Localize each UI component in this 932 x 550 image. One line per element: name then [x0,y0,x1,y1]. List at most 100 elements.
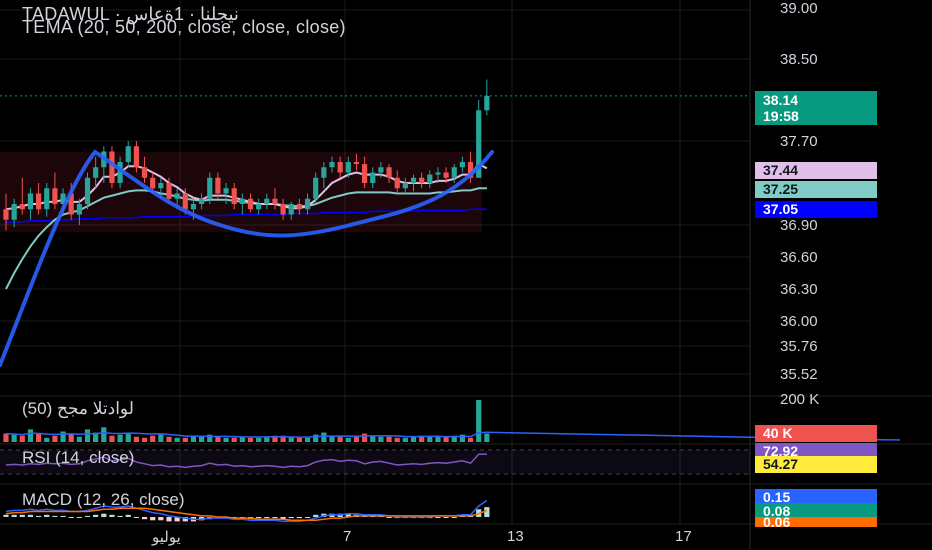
price-tick: 37.70 [780,133,818,150]
volume-bar [52,435,58,442]
volume-bar [484,433,490,442]
rsi-pane-label[interactable]: RSI (14, close) [22,448,135,467]
macd-histogram-bar [68,517,74,518]
volume-bar [239,436,245,442]
candle-body [84,177,91,204]
candle-body [337,162,343,173]
candle-body [223,188,229,194]
volume-bar [451,435,457,442]
volume-bar [394,437,400,442]
volume-bar [133,436,139,442]
bar-countdown: 19:58 [763,108,799,124]
macd-histogram-bar [443,517,449,518]
candle-body [207,177,213,199]
candle-body [345,162,351,173]
volume-bar [36,433,42,442]
candle-body [467,162,474,178]
macd-histogram-bar [27,514,34,517]
volume-badge: 40 K [755,425,877,442]
candle-body [329,162,335,168]
macd-histogram-bar [256,517,262,519]
volume-bar [68,433,74,442]
macd-histogram-bar [101,513,107,517]
volume-bar [190,435,197,442]
macd-pane-label[interactable]: MACD (12, 26, close) [22,490,185,509]
histogram-badge: 0.08 [755,503,877,520]
candle-body [370,172,376,183]
macd-histogram-bar [272,517,278,519]
rsi-ma-badge: 54.27 [755,456,877,473]
signal-badge: 0.06 [755,517,877,527]
tema20-badge: 37.44 [755,162,877,179]
time-label-17: 17 [675,528,692,545]
volume-bar [435,435,441,442]
volume-bar [467,437,474,442]
candle-body [36,193,42,210]
candle-body [304,198,311,210]
volume-pane-label[interactable]: لوادتلا مجح (50) [22,399,134,418]
macd-histogram-bar [93,514,99,517]
volume-bar [84,429,91,442]
volume-bar [264,436,270,442]
volume-bar [215,436,221,442]
volume-bar [427,436,433,442]
price-tick: 38.50 [780,51,818,68]
macd-histogram-bar [44,514,50,517]
macd-histogram-bar [288,517,294,519]
volume-bar [459,434,465,442]
volume-axis-tick: 200 K [780,391,820,408]
macd-histogram-bar [451,517,457,518]
candle-body [419,177,425,183]
candle-body [125,146,131,162]
macd-histogram-bar [52,515,58,517]
volume-bar [109,435,115,442]
tema50-badge: 37.25 [755,181,877,198]
tema50-line [5,187,487,290]
volume-bar [27,429,34,442]
candle-body [264,198,270,204]
macd-histogram-bar [109,514,115,517]
candle-body [150,177,156,189]
macd-badge: 0.15 [755,489,877,506]
price-tick: 36.60 [780,249,818,266]
volume-bar [313,434,319,442]
volume-ma-line [5,431,901,441]
time-label-13: 13 [507,528,524,545]
macd-histogram-bar [280,517,286,520]
price-tick: 39.00 [780,0,818,17]
macd-histogram-bar [76,517,82,518]
candle-body [109,151,115,183]
macd-histogram-bar [264,517,270,519]
macd-histogram-bar [158,517,164,521]
tema-indicator-label[interactable]: TEMA (20, 50, 200, close, close, close) [22,17,346,37]
volume-bar [280,435,286,442]
candle-body [435,172,441,175]
volume-bar [11,434,17,442]
candle-body [141,167,148,178]
candle-body [11,204,17,220]
candle-body [378,167,384,173]
volume-bar [117,434,123,442]
macd-histogram-bar [60,515,66,517]
time-label-7: 7 [343,528,352,545]
macd-histogram-bar [19,514,25,517]
symbol-title[interactable]: TADAWUL · نيجلنا · 1ةعاس [22,4,239,24]
candle-body [459,162,465,168]
candle-body [247,198,254,210]
candle-body [410,177,417,183]
candle-body [3,209,9,220]
volume-bar [288,436,294,442]
volume-bar [3,433,9,442]
candle-body [321,167,327,178]
candle-body [231,188,237,204]
candle-body [296,204,302,210]
last-price-value: 38.14 [763,92,799,108]
candle-body [133,146,139,168]
candle-body [353,162,360,165]
macd-histogram-bar [296,517,302,519]
volume-bar [101,427,107,442]
macd-histogram-bar [304,517,311,518]
volume-bar [304,437,311,442]
